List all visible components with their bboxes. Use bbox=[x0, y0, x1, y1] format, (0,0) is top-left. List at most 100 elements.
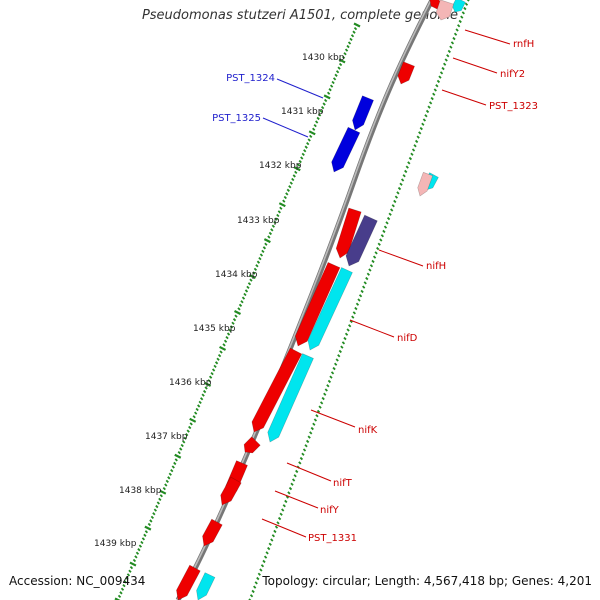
tick-mark bbox=[466, 0, 470, 2]
gene-label[interactable]: PST_1325 bbox=[212, 113, 261, 124]
tick-mark bbox=[211, 368, 216, 372]
tick-mark bbox=[231, 321, 235, 325]
tick-mark bbox=[368, 268, 372, 272]
tick-mark bbox=[182, 440, 186, 444]
gene-label[interactable]: nifH bbox=[426, 261, 446, 272]
tick-mark bbox=[369, 264, 374, 268]
tick-mark bbox=[355, 302, 360, 306]
gene-label[interactable]: PST_1323 bbox=[489, 101, 538, 112]
tick-mark bbox=[318, 405, 322, 409]
gene-label[interactable]: nifT bbox=[333, 478, 353, 489]
tick-mark bbox=[418, 131, 422, 135]
kbp-scale-label: 1430 kbp bbox=[302, 53, 345, 63]
gene-label[interactable]: PST_1331 bbox=[308, 533, 357, 544]
kbp-scale-label: 1435 kbp bbox=[193, 324, 236, 334]
kbp-scale-label: 1437 kbp bbox=[145, 432, 188, 442]
tick-mark bbox=[443, 62, 447, 66]
tick-mark bbox=[263, 555, 268, 559]
tick-mark bbox=[330, 371, 335, 375]
tick-mark bbox=[458, 19, 462, 24]
tick-mark bbox=[290, 482, 294, 486]
tick-mark bbox=[117, 594, 122, 599]
tick-mark bbox=[326, 91, 331, 95]
tick-mark bbox=[463, 6, 467, 11]
tick-mark bbox=[274, 525, 279, 529]
tick-mark bbox=[341, 55, 346, 59]
kbp-scale-label: 1433 kbp bbox=[237, 216, 280, 226]
tick-mark bbox=[168, 472, 172, 476]
tick-mark bbox=[225, 336, 229, 340]
tick-mark bbox=[114, 597, 121, 600]
gene-label[interactable]: nifY bbox=[320, 505, 340, 516]
tick-mark bbox=[268, 542, 272, 546]
gene-label[interactable]: PST_1324 bbox=[226, 73, 275, 84]
tick-mark bbox=[305, 439, 310, 444]
tick-mark bbox=[203, 389, 207, 394]
tick-mark bbox=[374, 251, 378, 255]
tick-mark bbox=[238, 303, 243, 307]
tick-mark bbox=[281, 508, 285, 512]
map-title: Pseudomonas stutzeri A1501, complete gen… bbox=[141, 8, 459, 23]
tick-mark bbox=[347, 41, 352, 45]
tick-mark bbox=[174, 458, 178, 462]
tick-mark bbox=[126, 573, 131, 577]
gene-label[interactable]: nifD bbox=[397, 333, 418, 344]
tick-mark bbox=[277, 210, 281, 214]
tick-mark bbox=[159, 489, 167, 495]
tick-mark bbox=[291, 478, 296, 482]
tick-mark bbox=[353, 22, 361, 28]
tick-mark bbox=[313, 418, 318, 422]
tick-mark bbox=[453, 32, 458, 36]
tick-mark bbox=[293, 474, 297, 478]
tick-mark bbox=[319, 109, 323, 113]
leader-line bbox=[464, 29, 511, 45]
tick-mark bbox=[186, 429, 190, 433]
tick-mark bbox=[318, 113, 322, 117]
tick-mark bbox=[455, 28, 459, 32]
tick-mark bbox=[301, 452, 305, 456]
kbp-scale-label: 1436 kbp bbox=[169, 378, 212, 388]
gene-label[interactable]: rnfH bbox=[513, 39, 534, 50]
tick-mark bbox=[421, 122, 425, 126]
tick-mark bbox=[315, 414, 319, 418]
tick-mark bbox=[301, 152, 305, 157]
tick-mark bbox=[226, 332, 231, 336]
tick-mark bbox=[365, 276, 369, 281]
tick-mark bbox=[129, 561, 137, 567]
tick-mark bbox=[289, 181, 293, 185]
tick-mark bbox=[427, 105, 431, 109]
tick-mark bbox=[232, 318, 237, 322]
tick-mark bbox=[303, 149, 307, 153]
backbone-highlight bbox=[176, 0, 432, 600]
tick-mark bbox=[147, 522, 152, 527]
tick-mark bbox=[428, 101, 433, 105]
tick-mark bbox=[337, 354, 341, 358]
tick-mark bbox=[461, 11, 465, 15]
tick-mark bbox=[411, 148, 416, 152]
leader-layer bbox=[261, 29, 511, 538]
gene-label[interactable]: nifK bbox=[358, 425, 378, 436]
tick-mark bbox=[353, 26, 358, 31]
tick-mark bbox=[219, 345, 227, 351]
tick-mark bbox=[200, 397, 204, 401]
tick-mark bbox=[177, 451, 181, 455]
tick-mark bbox=[391, 204, 395, 208]
tick-mark bbox=[349, 319, 353, 324]
tick-mark bbox=[261, 249, 265, 254]
tick-mark bbox=[291, 177, 295, 182]
tick-mark bbox=[255, 264, 259, 268]
gene-label[interactable]: nifY2 bbox=[500, 69, 525, 80]
kbp-scale-label: 1431 kbp bbox=[281, 107, 324, 117]
tick-mark bbox=[390, 208, 394, 212]
tick-mark bbox=[337, 66, 341, 70]
tick-mark bbox=[433, 88, 437, 92]
accession-text: Accession: NC_009434 bbox=[9, 574, 146, 588]
tick-mark bbox=[334, 362, 338, 366]
tick-mark bbox=[246, 285, 250, 289]
tick-mark bbox=[173, 461, 177, 466]
gene-nifT-arrow bbox=[243, 436, 261, 454]
tick-mark bbox=[183, 436, 187, 440]
tick-mark bbox=[249, 594, 254, 598]
tick-mark bbox=[379, 238, 383, 242]
tick-mark bbox=[307, 138, 311, 142]
